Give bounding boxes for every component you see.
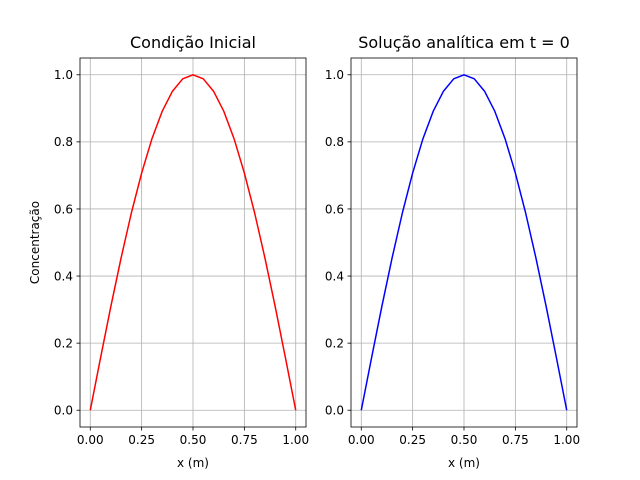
y-tick-label: 0.6 bbox=[325, 202, 344, 216]
subplot-analytical-solution: 0.00 0.25 0.50 0.75 1.00 0.0 0.2 0.4 0.6 0.8 1.0 S… bbox=[325, 33, 580, 470]
chart-title: Condição Inicial bbox=[130, 33, 256, 52]
grid bbox=[80, 58, 306, 427]
x-tick-label: 0.00 bbox=[77, 433, 104, 447]
x-tick-label: 0.00 bbox=[348, 433, 375, 447]
y-axis-label: Concentração bbox=[28, 201, 42, 284]
x-tick-label: 0.75 bbox=[502, 433, 529, 447]
y-tick-label: 0.0 bbox=[54, 404, 73, 418]
ticks: 0.00 0.25 0.50 0.75 1.00 0.0 0.2 0.4 0.6 0.8 1.0 bbox=[325, 68, 580, 447]
x-axis-label: x (m) bbox=[177, 456, 209, 470]
y-tick-label: 1.0 bbox=[325, 68, 344, 82]
x-tick-label: 1.00 bbox=[553, 433, 580, 447]
subplot-initial-condition: 0.00 0.25 0.50 0.75 1.00 0.0 0.2 0.4 0.6 0.8 1.0 C… bbox=[28, 33, 309, 470]
y-tick-label: 0.4 bbox=[325, 269, 344, 283]
x-tick-label: 1.00 bbox=[282, 433, 309, 447]
x-tick-label: 0.75 bbox=[231, 433, 258, 447]
ticks: 0.00 0.25 0.50 0.75 1.00 0.0 0.2 0.4 0.6 0.8 1.0 bbox=[54, 68, 309, 447]
x-tick-label: 0.25 bbox=[399, 433, 426, 447]
chart-title: Solução analítica em t = 0 bbox=[358, 33, 570, 52]
y-tick-label: 1.0 bbox=[54, 68, 73, 82]
y-tick-label: 0.4 bbox=[54, 269, 73, 283]
series-layer bbox=[360, 74, 568, 411]
x-tick-label: 0.25 bbox=[128, 433, 155, 447]
y-tick-label: 0.0 bbox=[325, 404, 344, 418]
y-tick-label: 0.8 bbox=[325, 135, 344, 149]
x-tick-label: 0.50 bbox=[180, 433, 207, 447]
series-layer bbox=[89, 74, 297, 411]
x-tick-label: 0.50 bbox=[451, 433, 478, 447]
y-tick-label: 0.8 bbox=[54, 135, 73, 149]
y-tick-label: 0.2 bbox=[325, 336, 344, 350]
series-line bbox=[89, 74, 297, 411]
series-line bbox=[360, 74, 568, 411]
y-tick-label: 0.6 bbox=[54, 202, 73, 216]
y-tick-label: 0.2 bbox=[54, 336, 73, 350]
x-axis-label: x (m) bbox=[448, 456, 480, 470]
